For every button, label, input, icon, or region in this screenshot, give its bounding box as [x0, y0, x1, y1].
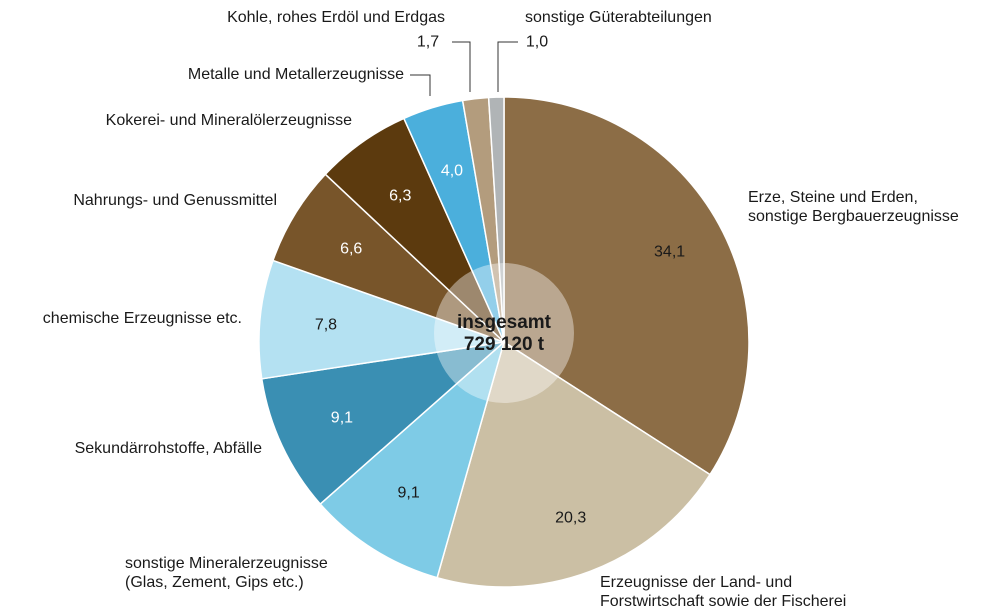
- value-label: 34,1: [654, 243, 686, 261]
- category-label: Kokerei- und Mineralölerzeugnisse: [105, 112, 352, 129]
- value-label: 20,3: [555, 509, 587, 527]
- slice: [503, 96, 750, 476]
- category-label: Sekundärrohstoffe, Abfälle: [74, 440, 262, 457]
- value-label: 6,6: [340, 240, 363, 258]
- category-label: sonstige Mineralerzeugnisse (Glas, Zemen…: [125, 555, 328, 591]
- category-label: Nahrungs- und Genussmittel: [73, 192, 277, 209]
- center-disc: [434, 263, 574, 403]
- leader-line: [410, 74, 431, 96]
- value-label: 7,8: [314, 316, 338, 334]
- slice: [258, 259, 505, 380]
- center-label: insgesamt: [457, 312, 551, 333]
- value-label: 1,0: [525, 33, 549, 51]
- category-label: chemische Erzeugnisse etc.: [42, 310, 242, 327]
- category-label: Metalle und Metallerzeugnisse: [187, 66, 404, 83]
- value-label: 9,1: [397, 484, 420, 502]
- slices: [258, 96, 750, 588]
- category-label: Erze, Steine und Erden, sonstige Bergbau…: [748, 189, 959, 225]
- value-label: 6,3: [389, 187, 412, 205]
- slice: [487, 96, 505, 343]
- slice: [319, 339, 506, 579]
- category-label: sonstige Güterabteilungen: [525, 9, 712, 26]
- slice: [436, 340, 712, 588]
- category-label: Kohle, rohes Erdöl und Erdgas: [227, 9, 445, 26]
- value-label: 1,7: [416, 33, 440, 51]
- leader-line: [497, 41, 518, 92]
- slice: [260, 340, 507, 506]
- value-label: 4,0: [440, 162, 464, 180]
- category-label: Erzeugnisse der Land- und Forstwirtschaf…: [600, 574, 847, 610]
- value-label: 9,1: [330, 409, 354, 427]
- leader-line: [452, 41, 471, 92]
- center-label: 729 120 t: [463, 334, 545, 355]
